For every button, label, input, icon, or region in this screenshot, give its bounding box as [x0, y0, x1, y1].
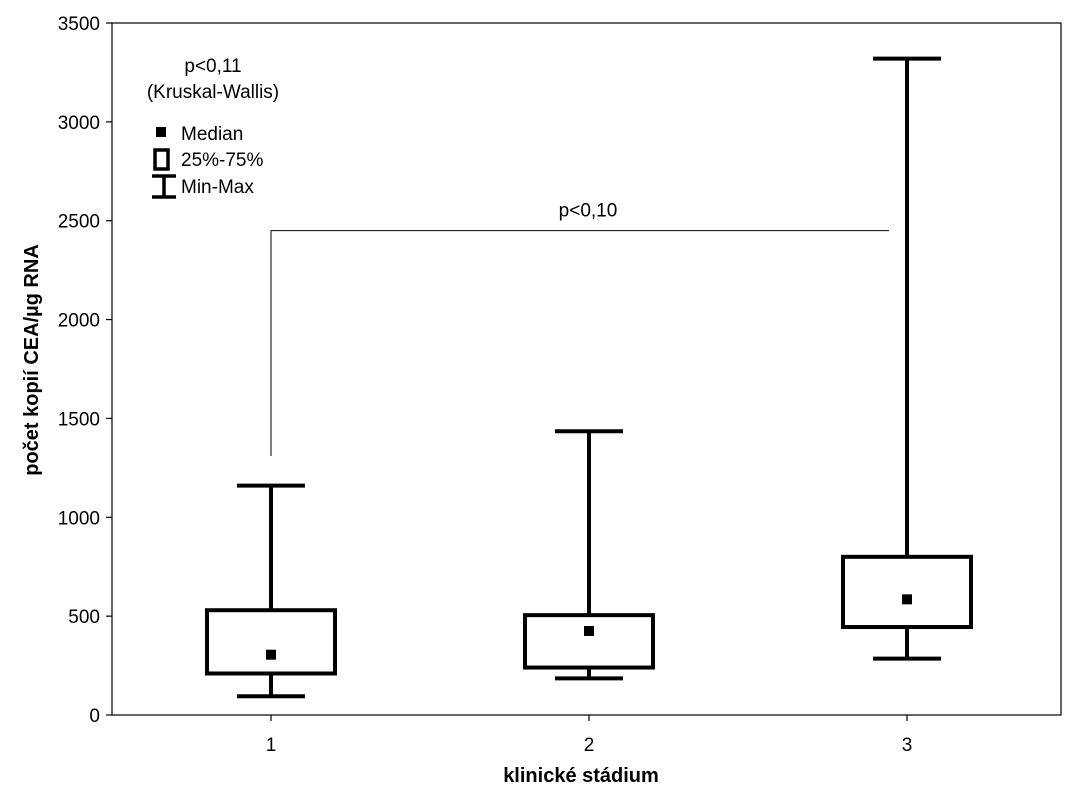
x-tick-label: 3 [902, 735, 913, 756]
legend-whisker-label: Min-Max [181, 177, 254, 198]
legend-whisker-symbol [152, 174, 176, 199]
x-axis-title: klinické stádium [503, 765, 659, 787]
y-tick-label: 3000 [58, 113, 100, 134]
comparison-bracket [270, 230, 889, 456]
y-axis-title: počet kopií CEA/µg RNA [21, 244, 43, 476]
median-marker [902, 594, 912, 605]
iqr-box [205, 608, 337, 676]
median-marker [266, 649, 276, 660]
median-marker [584, 625, 594, 636]
iqr-box [523, 613, 655, 670]
y-tick-label: 1500 [58, 409, 100, 430]
y-tick-label: 500 [68, 607, 100, 628]
legend-box-label: 25%-75% [181, 150, 263, 171]
legend-box-symbol [153, 148, 170, 171]
legend-median-label: Median [181, 124, 243, 145]
y-tick-label: 1000 [58, 508, 100, 529]
legend-median-symbol [156, 127, 166, 137]
kruskal-test-label: (Kruskal-Wallis) [147, 82, 279, 103]
x-tick-label: 1 [266, 735, 277, 756]
y-tick-label: 0 [89, 706, 100, 727]
kruskal-p-label: p<0,11 [184, 56, 241, 77]
plot-area: 0 500 1000 1500 2000 2500 3000 3500 1 2 3 p<0,10 [58, 14, 1062, 756]
y-tick-label: 2000 [58, 311, 100, 332]
y-tick-label: 2500 [58, 212, 100, 233]
comparison-label: p<0,10 [559, 201, 618, 222]
y-tick-label: 3500 [58, 14, 100, 35]
plot-frame [111, 22, 1062, 716]
iqr-box [841, 554, 973, 630]
x-tick-label: 2 [584, 735, 595, 756]
legend: Median 25%-75% Min-Max [152, 124, 263, 199]
